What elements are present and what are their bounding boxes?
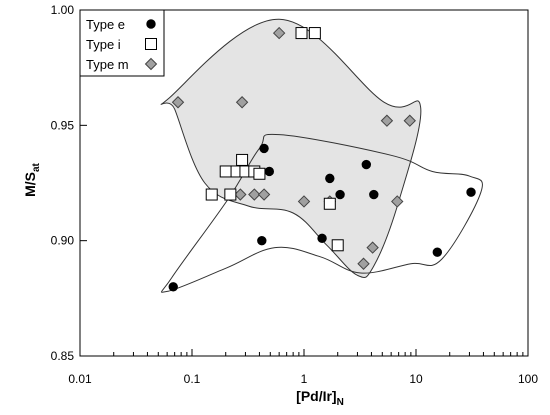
region-type-m	[160, 18, 422, 278]
y-tick-label: 1.00	[51, 3, 75, 17]
points-layer	[168, 26, 476, 292]
point-type-m-2	[235, 96, 249, 109]
point-type-m-10	[380, 114, 394, 127]
y-tick-label: 0.85	[51, 349, 75, 363]
point-type-e-4	[317, 233, 327, 244]
legend-marker-type-i	[145, 38, 157, 50]
legend-label-type-e: Type e	[86, 17, 125, 32]
point-type-i-8	[295, 27, 308, 40]
point-type-e-9	[432, 247, 443, 257]
point-type-m-8	[357, 257, 370, 270]
legend-marker-type-m	[144, 57, 158, 71]
x-tick-label: 1	[301, 372, 308, 386]
point-type-e-1	[257, 235, 267, 246]
x-tick-label: 100	[518, 372, 538, 386]
point-type-e-3	[264, 166, 275, 177]
x-axis-label: [Pd/Ir]N	[296, 388, 344, 408]
point-type-e-5	[325, 173, 335, 184]
point-type-e-2	[259, 143, 269, 154]
legend-items: Type e Type i Type m	[86, 17, 158, 72]
point-type-m-12	[403, 114, 416, 127]
x-tick-label: 10	[409, 372, 423, 386]
x-tick-label: 0.01	[68, 372, 92, 386]
legend-label-type-i: Type i	[86, 37, 121, 52]
y-axis-label: M/Sat	[22, 162, 42, 196]
point-type-m-1	[234, 188, 247, 201]
point-type-i-4	[236, 153, 249, 166]
point-type-m-4	[257, 188, 271, 201]
point-type-i-10	[323, 197, 336, 210]
y-tick-label: 0.90	[51, 234, 75, 248]
point-type-i-1	[219, 165, 232, 178]
point-type-m-0	[171, 96, 185, 109]
point-type-m-11	[391, 195, 404, 208]
point-type-e-0	[168, 282, 178, 292]
x-axis-ticks: 0.01 0.1 1 10 100	[68, 349, 538, 386]
point-type-i-11	[331, 239, 344, 252]
x-tick-label: 0.1	[184, 372, 201, 386]
point-type-i-2	[224, 188, 237, 201]
point-type-m-3	[248, 188, 261, 201]
point-type-e-6	[335, 189, 345, 200]
point-type-e-8	[369, 189, 379, 200]
legend-label-type-m: Type m	[86, 57, 129, 72]
point-type-m-5	[272, 26, 286, 40]
point-type-m-6	[297, 195, 311, 208]
point-type-m-9	[366, 241, 379, 254]
point-type-e-10	[466, 187, 476, 197]
y-tick-label: 0.95	[51, 118, 75, 132]
point-type-e-7	[361, 159, 372, 170]
point-type-i-0	[205, 188, 218, 201]
legend: Type e Type i Type m	[79, 9, 165, 77]
point-type-i-9	[308, 27, 321, 40]
legend-marker-type-e	[146, 19, 156, 29]
point-type-i-7	[253, 167, 266, 180]
